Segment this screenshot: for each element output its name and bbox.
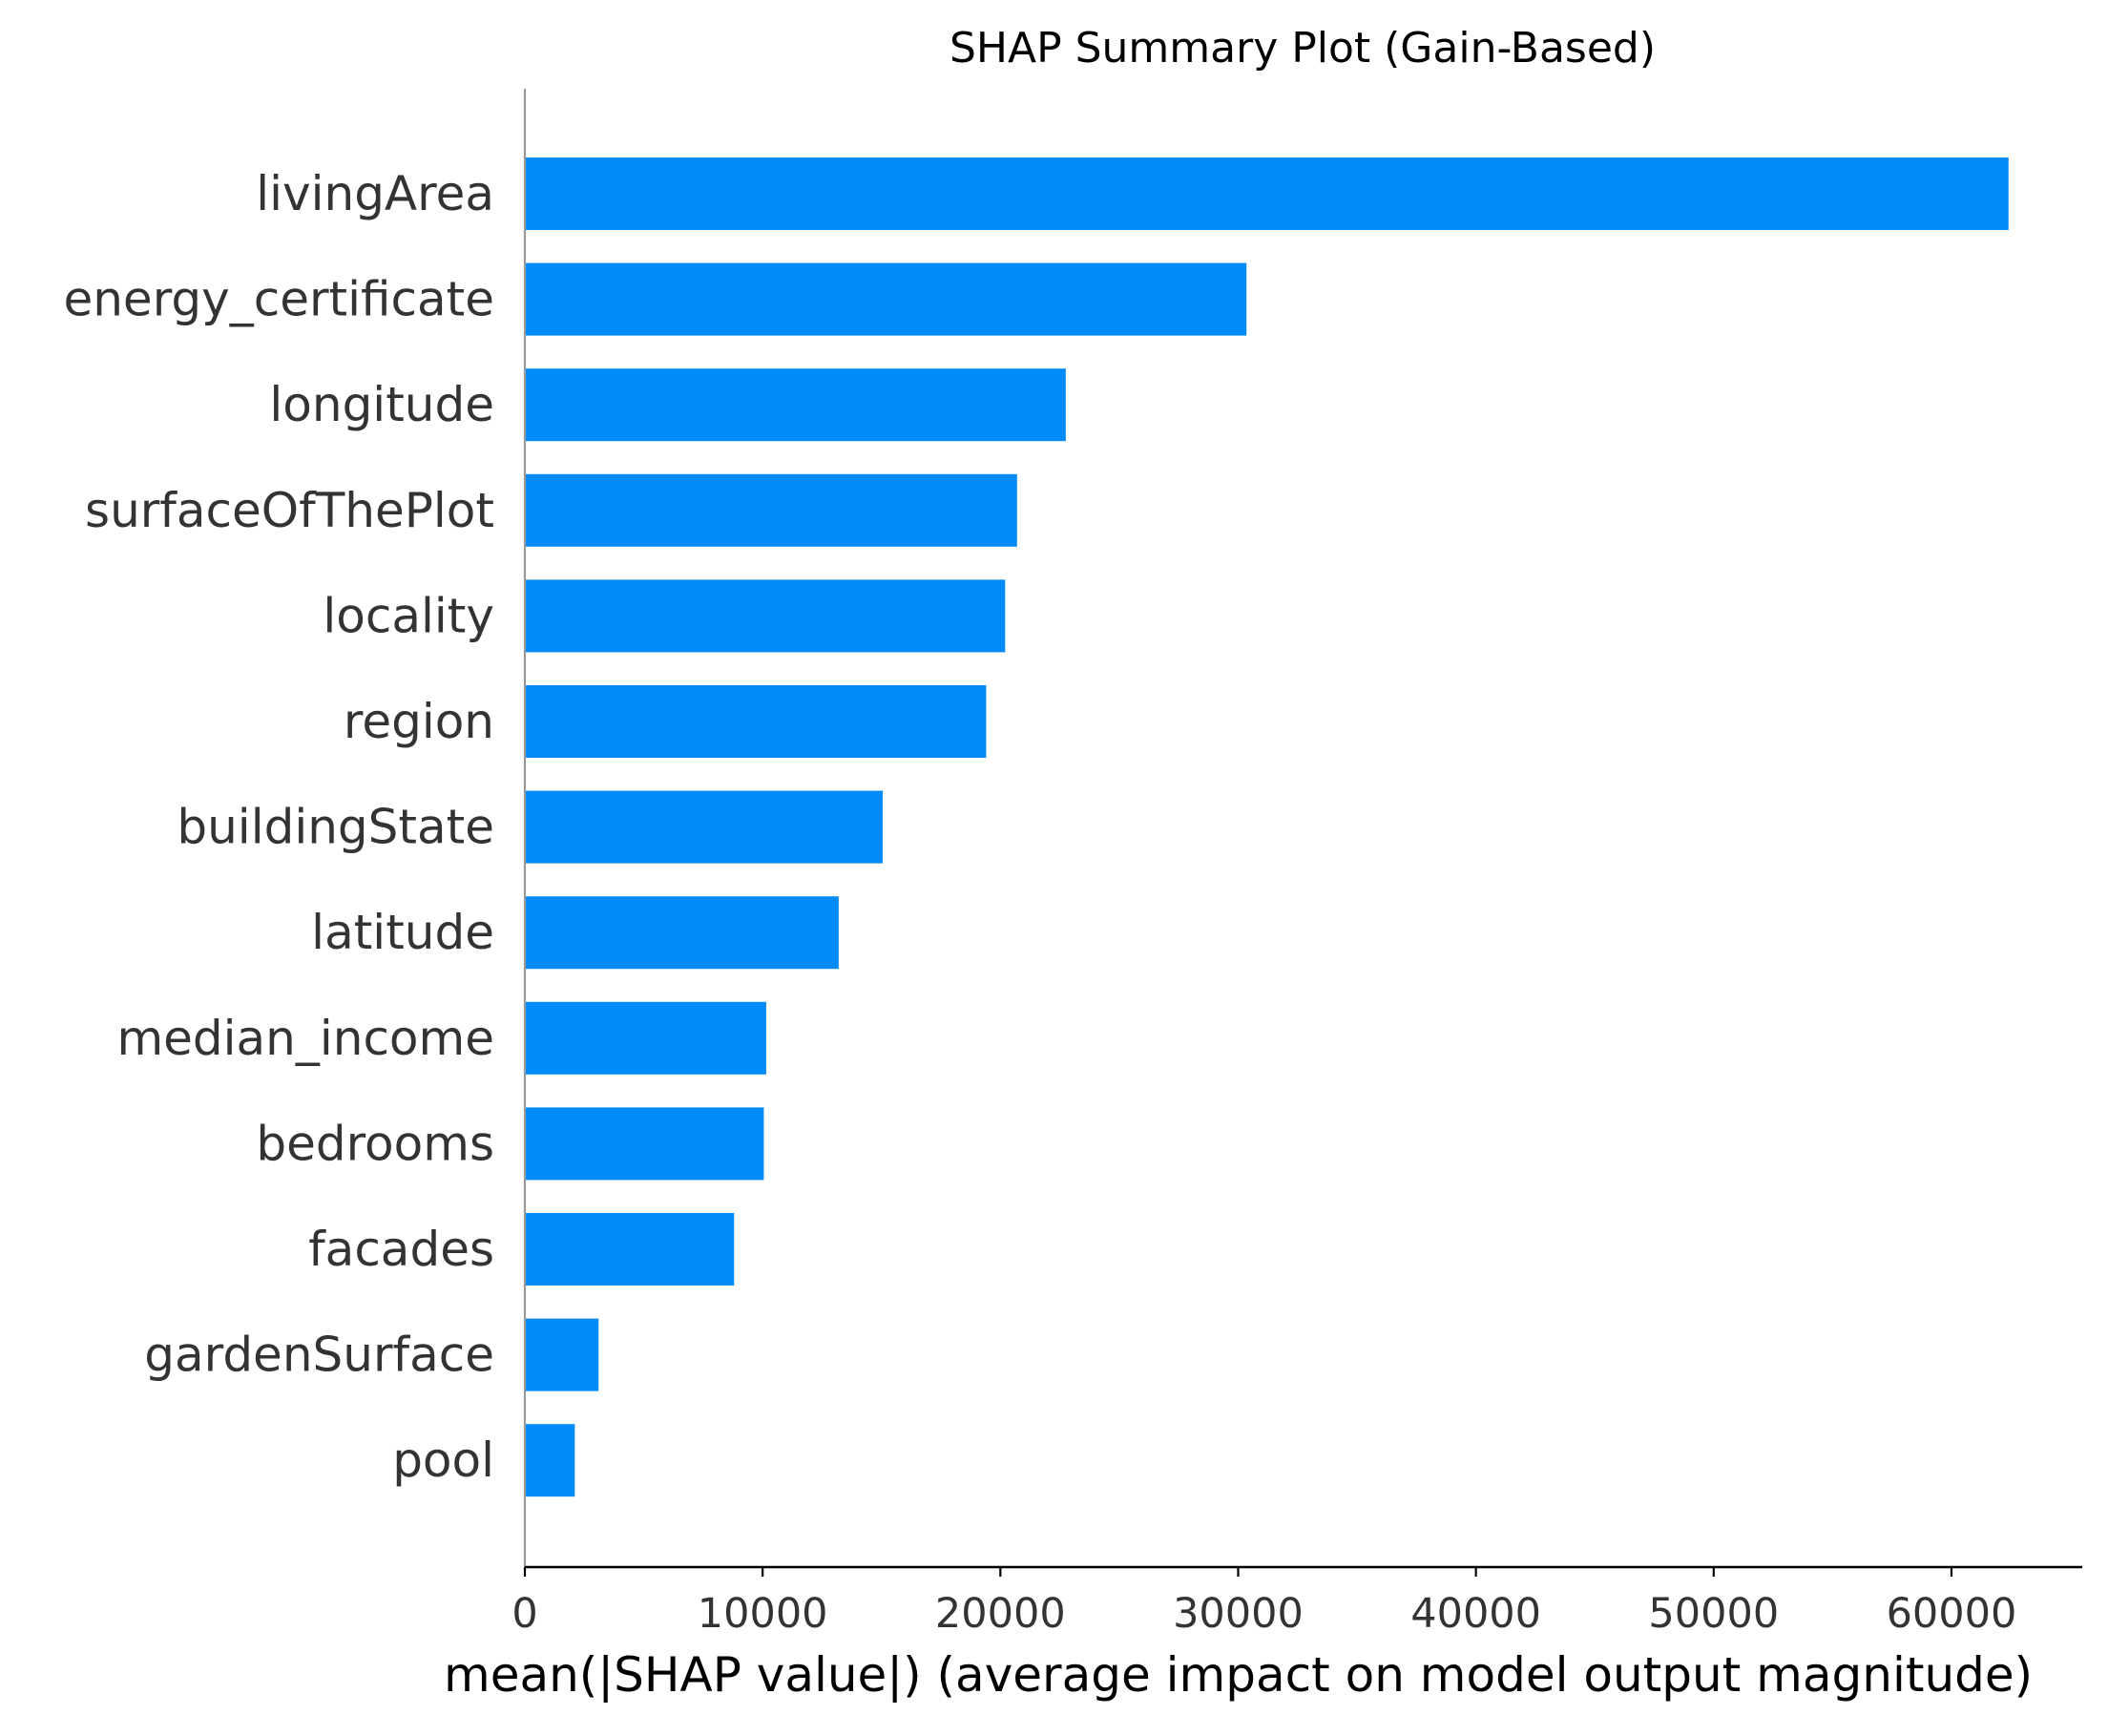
bar-facades — [525, 1213, 735, 1286]
bar-region — [525, 685, 987, 758]
y-tick-labels: livingArea energy_certificate longitude sur… — [63, 166, 494, 1488]
bar-median-income — [525, 1001, 766, 1075]
x-tick-label-20000: 20000 — [935, 1590, 1066, 1638]
y-tick-label-region: region — [344, 694, 494, 749]
bars-layer — [525, 157, 2009, 1497]
x-axis-label: mean(|SHAP value|) (average impact on mo… — [444, 1647, 2033, 1703]
y-tick-label-buildingstate: buildingState — [177, 800, 494, 855]
x-tick-label-60000: 60000 — [1887, 1590, 2017, 1638]
y-tick-label-surfaceoftheplot: surfaceOfThePlot — [85, 483, 494, 538]
bar-gardensurface — [525, 1318, 599, 1391]
x-tick-label-30000: 30000 — [1173, 1590, 1304, 1638]
y-tick-label-latitude: latitude — [311, 905, 494, 960]
bar-buildingstate — [525, 790, 883, 864]
y-tick-label-gardensurface: gardenSurface — [144, 1328, 494, 1383]
x-tick-label-0: 0 — [511, 1590, 537, 1638]
bar-livingarea — [525, 157, 2009, 230]
bar-energy-certificate — [525, 262, 1247, 336]
bar-pool — [525, 1424, 575, 1497]
y-tick-label-bedrooms: bedrooms — [256, 1116, 494, 1171]
y-tick-label-livingarea: livingArea — [256, 166, 494, 221]
y-tick-label-locality: locality — [323, 588, 494, 643]
y-tick-label-pool: pool — [392, 1433, 494, 1488]
y-tick-label-facades: facades — [308, 1222, 494, 1277]
y-tick-label-median-income: median_income — [116, 1011, 494, 1066]
bar-bedrooms — [525, 1107, 764, 1181]
x-tick-label-10000: 10000 — [698, 1590, 828, 1638]
x-ticks: 0 10000 20000 30000 40000 50000 60000 — [511, 1567, 2016, 1638]
bar-longitude — [525, 368, 1066, 442]
bar-surfaceoftheplot — [525, 473, 1017, 547]
x-tick-label-40000: 40000 — [1410, 1590, 1541, 1638]
chart-title: SHAP Summary Plot (Gain-Based) — [950, 24, 1656, 73]
bar-locality — [525, 579, 1006, 653]
y-tick-label-longitude: longitude — [269, 377, 494, 432]
y-tick-label-energy-certificate: energy_certificate — [63, 272, 494, 327]
x-tick-label-50000: 50000 — [1648, 1590, 1779, 1638]
bar-latitude — [525, 896, 839, 970]
